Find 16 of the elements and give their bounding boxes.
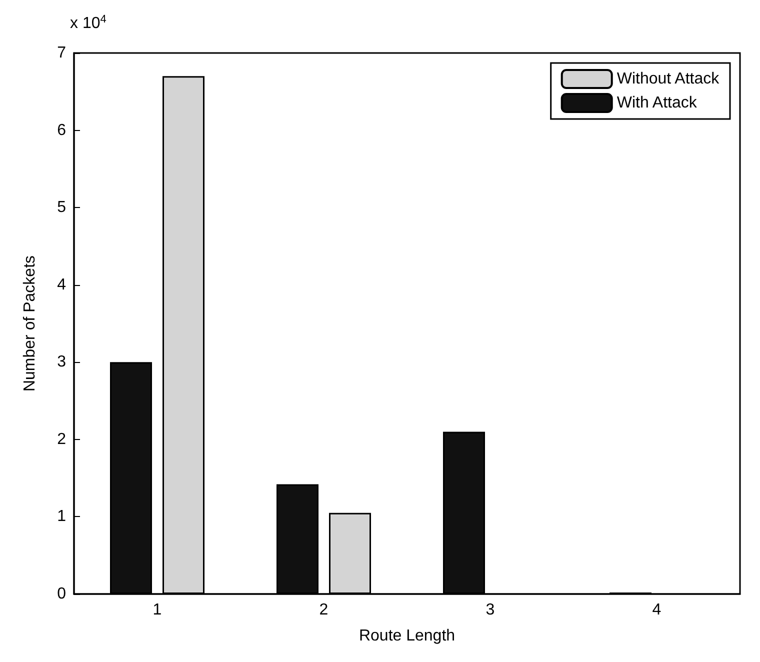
x-tick-label: 4 [652, 602, 662, 618]
legend-label: Without Attack [616, 70, 720, 88]
y-tick-label: 5 [57, 199, 66, 216]
x-tick-label: 3 [486, 602, 495, 618]
y-tick-label: 1 [57, 508, 66, 526]
y-tick-label: 3 [57, 354, 66, 371]
x-axis-title: Route Length [358, 628, 456, 644]
y-axis-title: Number of Packets [22, 255, 38, 392]
y-tick-label: 2 [57, 430, 66, 448]
x-tick-label: 1 [152, 602, 162, 618]
y-tick-label: 0 [57, 586, 66, 602]
y-tick-label: 6 [57, 122, 66, 139]
legend-label: With Attack [616, 94, 698, 112]
x-tick-label: 2 [319, 602, 328, 618]
y-tick-label: 7 [57, 44, 66, 62]
y-tick-label: 4 [57, 276, 66, 294]
